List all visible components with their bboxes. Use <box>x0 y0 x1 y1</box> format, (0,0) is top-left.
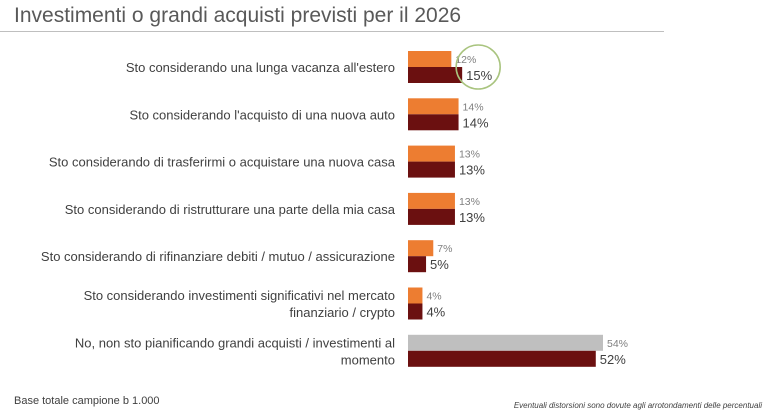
data-label-series-a: 12% <box>455 54 476 66</box>
sample-base-note: Base totale campione b 1.000 <box>14 395 160 407</box>
rounding-disclaimer: Eventuali distorsioni sono dovute agli a… <box>513 401 762 410</box>
bar-series-a <box>408 287 423 304</box>
data-label-series-b: 13% <box>459 163 485 178</box>
bar-series-b <box>408 350 596 367</box>
category-label: momento <box>341 352 395 367</box>
category-label: Sto considerando di ristrutturare una pa… <box>65 202 396 217</box>
bar-series-a <box>408 145 455 162</box>
bar-series-b <box>408 208 455 225</box>
title-divider <box>0 31 664 32</box>
bar-series-b <box>408 161 455 178</box>
data-label-series-b: 14% <box>463 115 489 130</box>
data-label-series-a: 13% <box>459 149 480 161</box>
category-label: Sto considerando di rifinanziare debiti … <box>41 249 395 264</box>
category-label: finanziario / crypto <box>290 305 396 320</box>
data-label-series-b: 15% <box>466 68 492 83</box>
category-label: Sto considerando investimenti significat… <box>84 288 395 303</box>
data-label-series-a: 4% <box>426 291 441 303</box>
highlight-circle <box>455 44 501 90</box>
bar-series-a <box>408 192 455 209</box>
data-label-series-b: 52% <box>600 352 626 367</box>
category-label: Sto considerando di trasferirmi o acquis… <box>49 155 396 170</box>
category-label: No, non sto pianificando grandi acquisti… <box>75 335 395 350</box>
page-title: Investimenti o grandi acquisti previsti … <box>14 4 462 27</box>
category-label: Sto considerando l'acquisto di una nuova… <box>129 107 395 122</box>
data-label-series-a: 14% <box>463 101 484 113</box>
bar-series-a <box>408 334 603 351</box>
data-label-series-b: 4% <box>426 305 445 320</box>
data-label-series-b: 13% <box>459 210 485 225</box>
data-label-series-b: 5% <box>430 257 449 272</box>
bar-series-b <box>408 256 427 273</box>
bar-series-a <box>408 240 434 257</box>
bar-series-b <box>408 114 459 131</box>
data-label-series-a: 13% <box>459 196 480 208</box>
bar-chart: Sto considerando una lunga vacanza all'e… <box>41 44 628 367</box>
bar-series-b <box>408 303 423 320</box>
bar-series-a <box>408 51 452 67</box>
category-label: Sto considerando una lunga vacanza all'e… <box>126 60 395 75</box>
data-label-series-a: 7% <box>437 243 452 255</box>
data-label-series-a: 54% <box>607 338 628 350</box>
bar-series-b <box>408 67 463 83</box>
bar-series-a <box>408 98 459 115</box>
